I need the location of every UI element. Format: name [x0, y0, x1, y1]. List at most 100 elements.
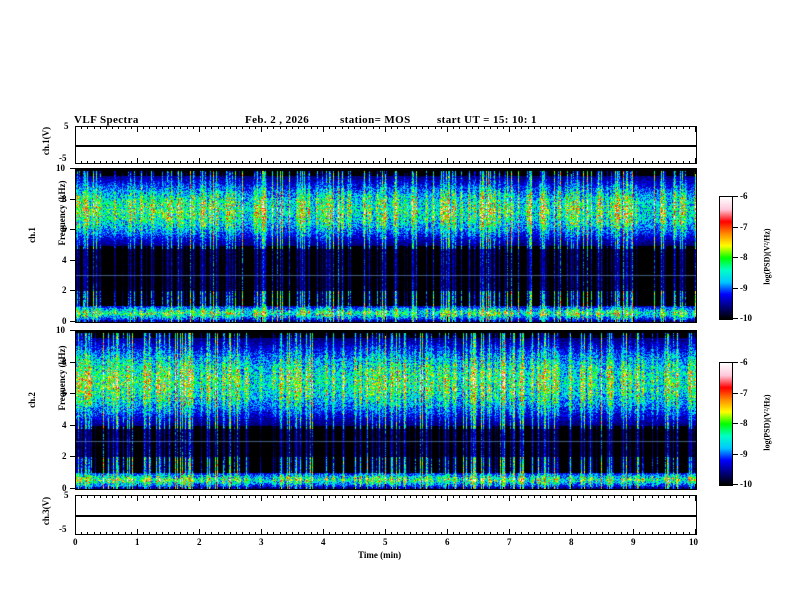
- x-axis-tick-mark: [620, 161, 622, 164]
- x-axis-tick-mark: [385, 330, 386, 336]
- x-axis-tick-mark: [664, 161, 665, 164]
- y-axis-tick-mark: [70, 361, 75, 363]
- x-axis-tick-mark: [316, 161, 318, 164]
- x-axis-tick-mark: [651, 168, 653, 171]
- x-axis-tick-mark: [633, 158, 634, 164]
- x-axis-tick-mark: [688, 532, 690, 535]
- x-axis-tick-mark: [397, 161, 399, 164]
- x-axis-tick-mark: [310, 168, 312, 171]
- x-axis-tick-mark: [657, 495, 659, 498]
- x-axis-tick-mark: [657, 487, 659, 490]
- x-axis-tick-mark: [341, 161, 343, 164]
- x-axis-tick-mark: [261, 317, 262, 323]
- x-axis-tick-mark: [670, 320, 672, 323]
- y-axis-tick-mark: [70, 393, 75, 395]
- x-axis-tick-mark: [372, 126, 374, 129]
- x-axis-tick-mark: [217, 126, 219, 129]
- x-axis-tick-mark: [515, 330, 517, 333]
- x-axis-tick-mark: [310, 532, 312, 535]
- x-axis-tick-mark: [304, 168, 306, 171]
- x-axis-tick-mark: [465, 487, 467, 490]
- x-axis-tick-mark: [416, 168, 417, 171]
- x-axis-tick-mark: [161, 532, 163, 535]
- x-axis-tick-mark: [527, 532, 529, 535]
- y-axis-tick-mark: [70, 259, 75, 261]
- x-axis-tick-mark: [558, 532, 560, 535]
- x-axis-tick-mark: [168, 320, 169, 323]
- x-axis-tick-mark: [211, 532, 213, 535]
- x-axis-tick-mark: [620, 495, 622, 498]
- x-axis-tick-mark: [230, 532, 231, 535]
- x-axis-tick-mark: [626, 330, 628, 333]
- x-axis-tick-mark: [273, 320, 275, 323]
- x-axis-tick-mark: [695, 168, 696, 174]
- x-axis-tick-mark: [546, 487, 548, 490]
- x-axis-tick-mark: [130, 320, 132, 323]
- x-axis-tick-mark: [230, 161, 231, 164]
- x-axis-tick-mark: [595, 495, 597, 498]
- colorbar-tick-mark: [733, 362, 738, 363]
- x-axis-tick-mark: [372, 168, 374, 171]
- x-axis-tick-mark: [595, 532, 597, 535]
- x-axis-tick-mark: [602, 495, 603, 498]
- x-axis-tick-mark: [533, 320, 535, 323]
- ch1-waveform-panel: [75, 126, 697, 164]
- y-axis-tick-mark: [70, 424, 75, 426]
- x-axis-tick-mark: [236, 126, 238, 129]
- x-axis-tick-mark: [614, 330, 616, 333]
- x-axis-tick-mark: [378, 126, 380, 129]
- x-axis-tick-mark: [149, 126, 151, 129]
- x-axis-tick-mark: [695, 158, 696, 164]
- x-axis-tick-mark: [267, 532, 269, 535]
- x-axis-tick-mark: [347, 495, 349, 498]
- x-axis-tick-mark: [81, 330, 83, 333]
- x-axis-tick-mark: [254, 168, 256, 171]
- x-axis-tick-mark: [571, 495, 572, 501]
- x-axis-tick-mark: [595, 320, 597, 323]
- x-axis-tick-mark: [440, 320, 442, 323]
- x-axis-tick-mark: [161, 161, 163, 164]
- x-axis-tick-mark: [571, 158, 572, 164]
- x-axis-tick-mark: [546, 126, 548, 129]
- x-axis-tick-mark: [273, 330, 275, 333]
- x-axis-tick-mark: [298, 168, 300, 171]
- x-axis-tick-mark: [261, 529, 262, 535]
- x-axis-label: Time (min): [358, 550, 402, 560]
- x-axis-tick-mark: [323, 317, 324, 323]
- x-axis-tick-mark: [205, 168, 207, 171]
- x-axis-tick-mark: [478, 495, 479, 498]
- x-axis-tick-mark: [682, 532, 684, 535]
- ch1-colorbar: [719, 196, 733, 320]
- x-axis-tick-mark: [360, 330, 362, 333]
- ch1-colorbar-gradient: [720, 197, 732, 319]
- x-axis-tick-mark: [292, 330, 293, 333]
- x-axis-tick-mark: [205, 320, 207, 323]
- x-axis-tick-mark: [502, 168, 504, 171]
- x-axis-tick-mark: [81, 532, 83, 535]
- x-axis-tick-mark: [168, 168, 169, 171]
- x-axis-tick-mark: [137, 529, 138, 535]
- x-axis-tick-mark: [422, 126, 424, 129]
- x-axis-tick-mark: [465, 330, 467, 333]
- x-axis-tick-mark: [595, 126, 597, 129]
- x-axis-tick-mark: [329, 487, 331, 490]
- x-axis-tick-mark: [354, 330, 355, 333]
- x-axis-tick-mark: [205, 487, 207, 490]
- x-axis-tick-mark: [409, 487, 411, 490]
- x-axis-tick-mark: [515, 495, 517, 498]
- x-axis-tick-mark: [248, 487, 250, 490]
- x-axis-tick-mark: [515, 168, 517, 171]
- x-axis-tick-mark: [242, 320, 244, 323]
- colorbar-tick-mark: [733, 226, 738, 228]
- x-axis-tick-mark: [335, 487, 337, 490]
- x-axis-tick-mark: [112, 168, 114, 171]
- x-axis-tick-mark: [273, 495, 275, 498]
- x-axis-tick-mark: [81, 495, 83, 498]
- x-axis-tick-mark: [471, 532, 473, 535]
- x-axis-tick-mark: [186, 126, 188, 129]
- x-axis-tick-mark: [267, 330, 269, 333]
- x-axis-tick-mark: [285, 487, 287, 490]
- x-axis-tick-mark: [99, 126, 101, 129]
- x-axis-tick-mark: [304, 126, 306, 129]
- x-axis-tick-mark: [186, 330, 188, 333]
